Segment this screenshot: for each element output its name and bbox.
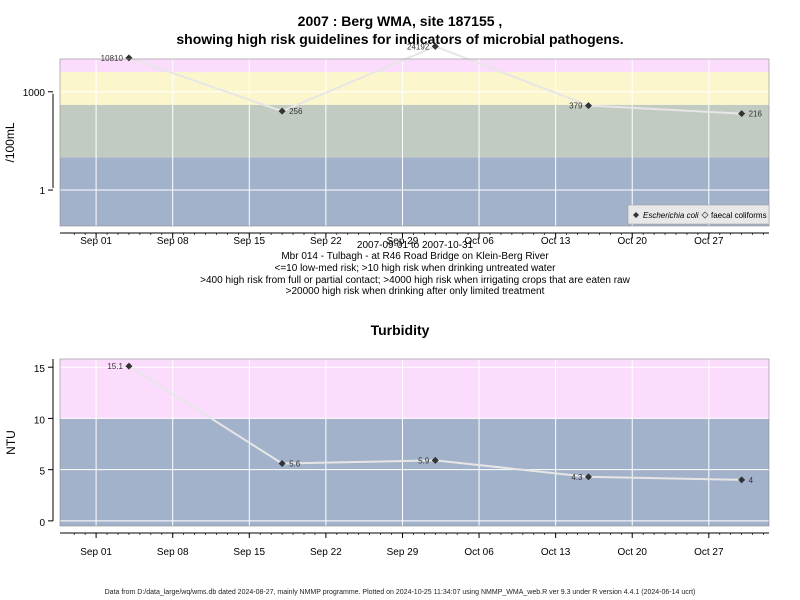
chart-title-line2: showing high risk guidelines for indicat… [176,31,624,47]
date-range-caption: 2007-09-01 to 2007-10-31 [356,240,474,251]
x-tick-label: Oct 27 [694,547,724,558]
x-tick-label: Oct 20 [617,236,647,247]
x-tick-label: Sep 08 [157,236,189,247]
x-tick-label: Sep 22 [310,547,342,558]
risk-band-1-0 [60,418,769,526]
y-tick-label: 1000 [23,88,46,99]
data-point [431,42,439,50]
risk-band-1-1 [60,359,769,419]
data-point [278,107,286,115]
data-point [431,456,439,464]
data-point [738,110,746,118]
x-tick-label: Oct 20 [617,547,647,558]
y-tick-label: 10 [34,415,46,426]
data-label: 24192 [407,42,430,51]
x-tick-label: Sep 01 [80,236,112,247]
x-tick-label: Oct 06 [464,236,494,247]
legend-faecal-label: faecal coliforms [711,211,767,220]
data-point [584,102,592,110]
data-label: 4.3 [571,473,583,482]
x-tick-label: Sep 15 [233,547,265,558]
legend-ecoli-label: Escherichia coli [643,211,699,220]
legend-box [627,204,770,225]
x-tick-label: Oct 27 [694,236,724,247]
data-point [584,473,592,481]
footer-note: Data from D:/data_large/wq/wms.db dated … [104,589,696,596]
data-point [738,476,746,484]
data-label: 5.6 [289,460,301,469]
x-tick-label: Sep 29 [387,236,419,247]
data-point [125,362,133,370]
data-label: 10810 [101,54,124,63]
data-point [125,54,133,62]
data-label: 379 [569,102,583,111]
y-tick-label: 1 [39,186,45,197]
y-tick-label: 15 [34,364,46,375]
risk-caption-3: >20000 high risk when drinking after onl… [285,286,545,297]
x-tick-label: Sep 08 [157,547,189,558]
data-point [278,460,286,468]
x-tick-label: Oct 13 [541,236,571,247]
risk-caption-2: >400 high risk from full or partial cont… [200,275,630,286]
risk-band-0-2 [60,72,769,105]
data-label: 256 [289,107,303,116]
y-tick-label: 5 [39,467,45,478]
turbidity-title: Turbidity [370,322,430,338]
legend-ecoli-marker [633,212,639,218]
risk-band-0-1 [60,104,769,158]
x-tick-label: Sep 01 [80,547,112,558]
x-tick-label: Sep 29 [387,547,419,558]
data-label: 15.1 [107,362,123,371]
chart-title-line1: 2007 : Berg WMA, site 187155 , [297,13,503,29]
data-label: 5.9 [418,456,430,465]
legend-faecal-marker [701,211,709,219]
y-axis-label: NTU [4,430,18,455]
data-label: 216 [749,110,763,119]
x-tick-label: Sep 15 [233,236,265,247]
y-tick-label: 0 [39,518,45,529]
x-tick-label: Sep 22 [310,236,342,247]
risk-band-0-3 [60,59,769,73]
plot-border [59,58,770,227]
risk-caption-1: <=10 low-med risk; >10 high risk when dr… [274,263,556,274]
x-tick-label: Oct 06 [464,547,494,558]
plot-border [59,358,770,527]
x-tick-label: Oct 13 [541,547,571,558]
y-axis-label: /100mL [3,122,17,162]
site-caption: Mbr 014 - Tulbagh - at R46 Road Bridge o… [281,251,549,262]
data-label: 4 [749,476,754,485]
